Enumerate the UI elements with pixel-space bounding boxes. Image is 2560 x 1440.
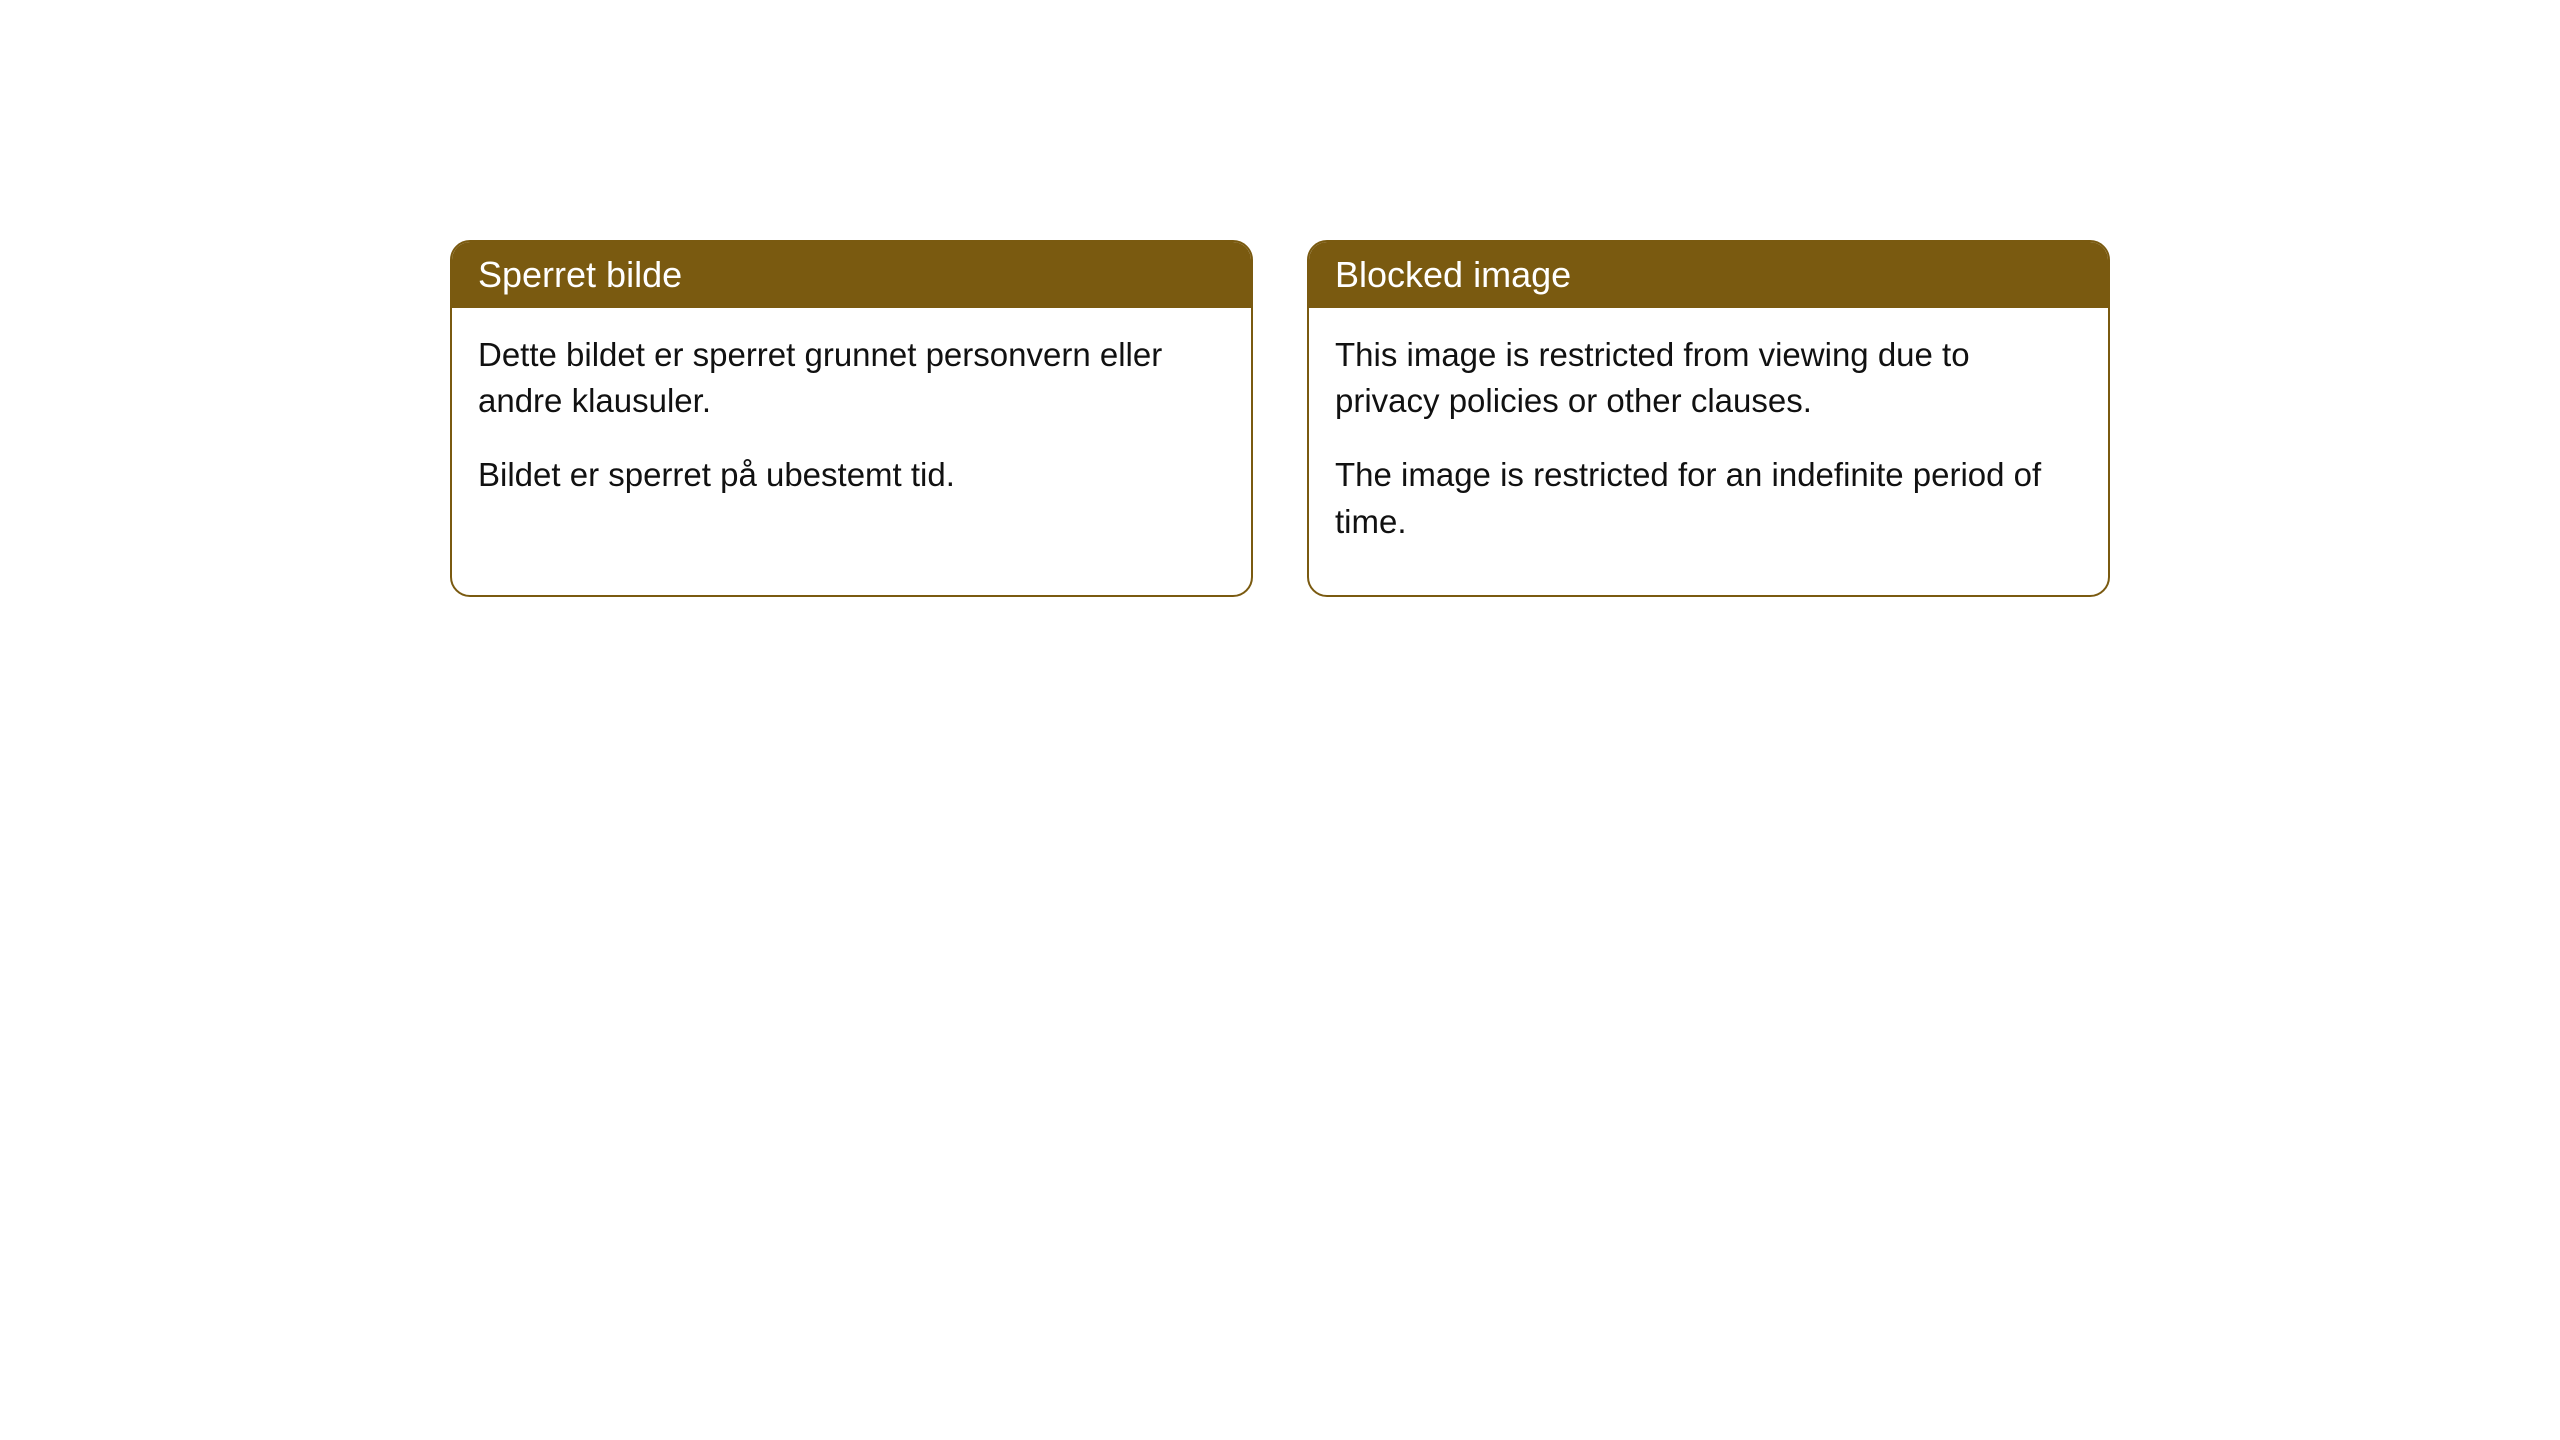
notice-text-duration: The image is restricted for an indefinit… bbox=[1335, 452, 2082, 544]
notice-text-reason: This image is restricted from viewing du… bbox=[1335, 332, 2082, 424]
notice-cards-container: Sperret bilde Dette bildet er sperret gr… bbox=[450, 240, 2110, 597]
card-header: Sperret bilde bbox=[452, 242, 1251, 308]
blocked-image-notice-norwegian: Sperret bilde Dette bildet er sperret gr… bbox=[450, 240, 1253, 597]
card-body: Dette bildet er sperret grunnet personve… bbox=[452, 308, 1251, 549]
card-header: Blocked image bbox=[1309, 242, 2108, 308]
blocked-image-notice-english: Blocked image This image is restricted f… bbox=[1307, 240, 2110, 597]
notice-text-reason: Dette bildet er sperret grunnet personve… bbox=[478, 332, 1225, 424]
card-body: This image is restricted from viewing du… bbox=[1309, 308, 2108, 595]
notice-text-duration: Bildet er sperret på ubestemt tid. bbox=[478, 452, 1225, 498]
